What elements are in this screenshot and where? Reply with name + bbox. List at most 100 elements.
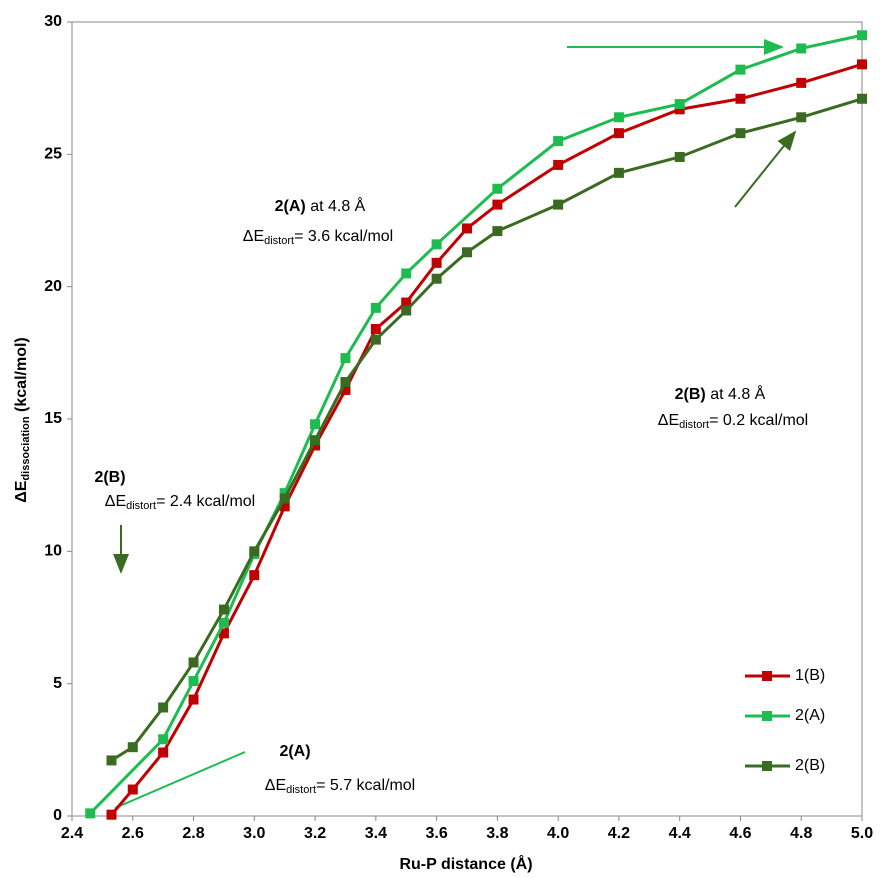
data-point xyxy=(462,247,472,257)
data-point xyxy=(614,112,624,122)
data-point xyxy=(796,43,806,53)
x-tick-label: 4.8 xyxy=(790,825,812,842)
data-point xyxy=(553,136,563,146)
data-point xyxy=(107,810,117,820)
data-point xyxy=(128,742,138,752)
data-point xyxy=(401,305,411,315)
x-tick-label: 2.4 xyxy=(61,825,83,842)
x-tick-label: 2.6 xyxy=(122,825,144,842)
data-point xyxy=(735,65,745,75)
data-point xyxy=(340,353,350,363)
y-tick-label: 15 xyxy=(44,410,62,427)
x-tick-label: 3.2 xyxy=(304,825,326,842)
energy-rest: = 2.4 kcal/mol xyxy=(156,493,255,510)
legend-label: 1(B) xyxy=(795,667,825,684)
data-point xyxy=(857,59,867,69)
x-tick-label: 3.0 xyxy=(243,825,265,842)
data-point xyxy=(432,258,442,268)
data-point xyxy=(249,546,259,556)
annotation-energy: ΔEdistort= 0.2 kcal/mol xyxy=(658,412,808,431)
energy-symbol: ΔE xyxy=(243,228,264,245)
annotation-bold: 2(B) xyxy=(94,469,125,486)
series-line xyxy=(112,64,863,814)
energy-symbol: ΔE xyxy=(265,777,286,794)
data-point xyxy=(432,239,442,249)
y-label-subscript: dissociation xyxy=(20,416,32,480)
annotation-energy: ΔEdistort= 2.4 kcal/mol xyxy=(105,493,255,512)
data-point xyxy=(219,605,229,615)
data-point xyxy=(219,618,229,628)
arrow xyxy=(735,132,795,207)
data-point xyxy=(857,94,867,104)
data-point xyxy=(492,200,502,210)
energy-rest: = 5.7 kcal/mol xyxy=(316,777,415,794)
y-label-rest: (kcal/mol) xyxy=(13,337,30,416)
x-tick-label: 4.0 xyxy=(547,825,569,842)
data-point xyxy=(401,268,411,278)
data-point xyxy=(310,435,320,445)
energy-subscript: distort xyxy=(679,419,709,431)
energy-symbol: ΔE xyxy=(105,493,126,510)
annotation-rest: at 4.8 Å xyxy=(306,196,366,215)
y-axis-label: ΔEdissociation (kcal/mol) xyxy=(13,337,32,503)
x-axis-label: Ru-P distance (Å) xyxy=(399,854,532,873)
data-point xyxy=(158,734,168,744)
data-point xyxy=(432,274,442,284)
x-tick-label: 5.0 xyxy=(851,825,873,842)
energy-subscript: distort xyxy=(264,235,294,247)
data-point xyxy=(675,99,685,109)
data-point xyxy=(553,200,563,210)
data-point xyxy=(371,335,381,345)
data-point xyxy=(189,657,199,667)
data-point xyxy=(492,184,502,194)
annotation-title: 2(A) at 4.8 Å xyxy=(275,196,366,215)
data-point xyxy=(675,152,685,162)
y-tick-label: 5 xyxy=(53,675,62,692)
y-tick-label: 30 xyxy=(44,13,62,30)
data-point xyxy=(735,94,745,104)
data-point xyxy=(158,747,168,757)
x-tick-label: 2.8 xyxy=(182,825,204,842)
x-tick-label: 4.2 xyxy=(608,825,630,842)
chart: Ru-P distance (Å) ΔEdissociation (kcal/m… xyxy=(0,0,880,878)
y-tick-label: 0 xyxy=(53,807,62,824)
x-tick-label: 4.4 xyxy=(669,825,691,842)
legend-marker xyxy=(762,671,772,681)
legend-marker xyxy=(762,761,772,771)
data-point xyxy=(189,676,199,686)
data-point xyxy=(189,695,199,705)
x-tick-label: 3.8 xyxy=(486,825,508,842)
legend-marker xyxy=(762,711,772,721)
data-point xyxy=(614,168,624,178)
data-point xyxy=(158,702,168,712)
annotation-rest: at 4.8 Å xyxy=(706,384,766,403)
data-point xyxy=(614,128,624,138)
data-point xyxy=(280,493,290,503)
data-point xyxy=(340,377,350,387)
annotation-bold: 2(A) xyxy=(279,743,310,760)
data-point xyxy=(310,419,320,429)
y-label-symbol: ΔE xyxy=(13,480,30,503)
data-point xyxy=(735,128,745,138)
energy-subscript: distort xyxy=(126,500,156,512)
annotation-title: 2(B) at 4.8 Å xyxy=(675,384,766,403)
data-point xyxy=(796,112,806,122)
data-point xyxy=(796,78,806,88)
annotation-energy: ΔEdistort= 3.6 kcal/mol xyxy=(243,228,393,247)
data-point xyxy=(371,303,381,313)
data-point xyxy=(85,808,95,818)
y-tick-label: 10 xyxy=(44,543,62,560)
y-tick-label: 20 xyxy=(44,278,62,295)
legend-label: 2(B) xyxy=(795,757,825,774)
energy-rest: = 3.6 kcal/mol xyxy=(294,228,393,245)
legend-label: 2(A) xyxy=(795,707,825,724)
data-point xyxy=(249,570,259,580)
data-point xyxy=(107,755,117,765)
energy-subscript: distort xyxy=(286,784,316,796)
energy-symbol: ΔE xyxy=(658,412,679,429)
x-tick-label: 3.6 xyxy=(425,825,447,842)
data-point xyxy=(553,160,563,170)
data-point xyxy=(128,785,138,795)
arrow xyxy=(115,752,245,808)
annotation-bold: 2(B) xyxy=(675,386,706,403)
